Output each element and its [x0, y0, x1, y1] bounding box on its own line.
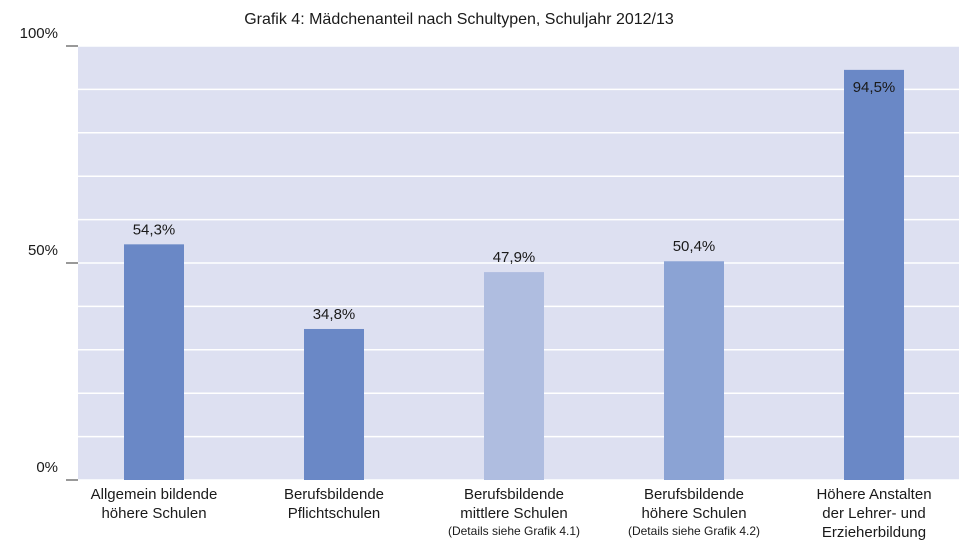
x-tick-label: Berufsbildende mittlere Schulen (Details … — [426, 485, 602, 539]
x-tick-label: Allgemein bildende höhere Schulen — [66, 485, 242, 523]
value-label: 50,4% — [673, 238, 716, 255]
bar — [304, 328, 364, 480]
category-label: Allgemein bildende höhere Schulen — [90, 486, 218, 522]
category-label: Berufsbildende höhere Schulen — [641, 486, 747, 522]
value-label: 47,9% — [493, 249, 536, 266]
category-label: Höhere Anstalten der Lehrer- und Erziehe… — [816, 486, 932, 541]
bar — [844, 69, 904, 481]
y-tick-label: 100% — [20, 25, 58, 42]
category-note: (Details siehe Grafik 4.1) — [447, 524, 581, 538]
chart-title: Grafik 4: Mädchenanteil nach Schultypen,… — [244, 11, 674, 28]
category-label: Berufsbildende mittlere Schulen — [460, 486, 568, 522]
value-label: 54,3% — [133, 221, 176, 238]
value-label: 94,5% — [853, 79, 896, 96]
category-note: (Details siehe Grafik 4.2) — [627, 524, 761, 538]
x-tick-label: Berufsbildende höhere Schulen (Details si… — [606, 485, 782, 539]
y-tick-label: 0% — [36, 459, 58, 476]
category-label: Berufsbildende Pflichtschulen — [283, 486, 385, 522]
value-label: 34,8% — [313, 306, 356, 323]
x-tick-label: Berufsbildende Pflichtschulen — [246, 485, 422, 523]
bar — [664, 261, 724, 480]
y-tick-label: 50% — [28, 242, 58, 259]
bar — [484, 272, 544, 480]
x-tick-label: Höhere Anstalten der Lehrer- und Erziehe… — [786, 485, 959, 542]
bar — [124, 244, 184, 480]
